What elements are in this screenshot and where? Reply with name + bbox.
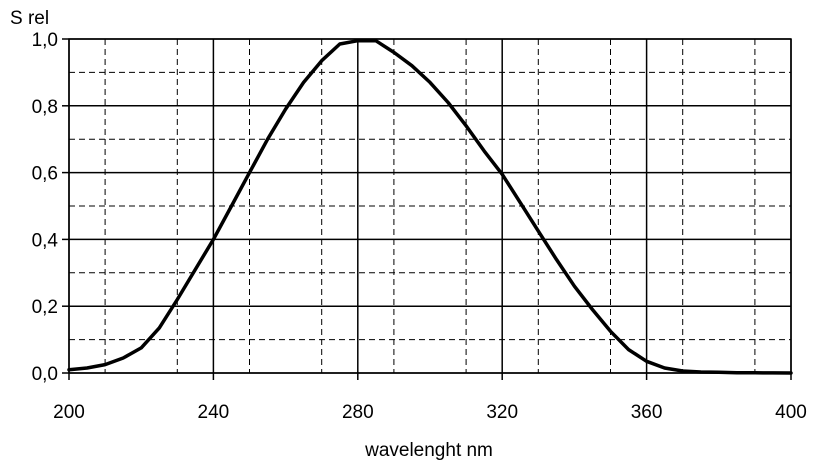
- x-tick-labels: 200 240 280 320 360 400: [53, 402, 807, 423]
- x-axis-title: wavelenght nm: [364, 440, 493, 461]
- y-tick-label: 1,0: [32, 30, 58, 51]
- x-tick-label: 280: [342, 402, 374, 423]
- y-tick-label: 0,0: [32, 364, 58, 385]
- y-tick-labels: 0,0 0,2 0,4 0,6 0,8 1,0: [32, 30, 59, 385]
- x-tick-label: 400: [775, 402, 807, 423]
- x-tick-label: 320: [486, 402, 518, 423]
- y-tick-label: 0,2: [32, 297, 58, 318]
- y-tick-label: 0,8: [32, 97, 58, 118]
- x-tick-label: 200: [53, 402, 85, 423]
- plot-frame: [68, 38, 792, 374]
- y-axis-title: S rel: [10, 8, 49, 29]
- x-tick-label: 360: [631, 402, 663, 423]
- major-grid: [62, 38, 792, 380]
- y-tick-label: 0,4: [32, 230, 59, 251]
- y-tick-label: 0,6: [32, 164, 58, 185]
- x-tick-label: 240: [198, 402, 230, 423]
- minor-grid: [69, 39, 791, 373]
- series-line: [67, 38, 793, 375]
